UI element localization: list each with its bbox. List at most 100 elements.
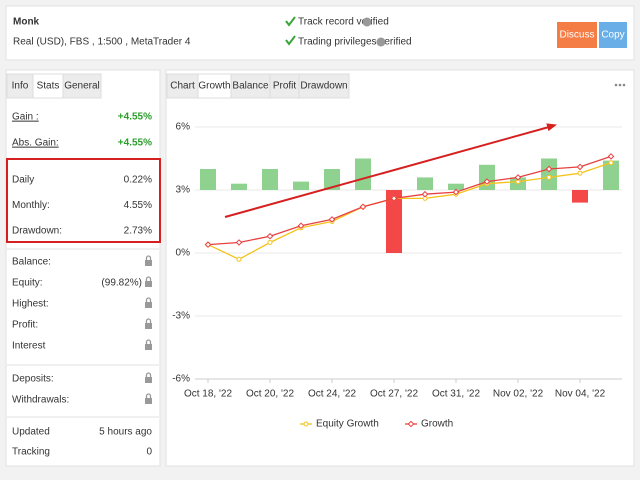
y-tick-label: -3%: [172, 311, 190, 322]
lock-icon: [145, 302, 152, 308]
lock-icon: [145, 377, 152, 383]
point: [483, 178, 491, 185]
point: [328, 216, 336, 223]
line: [207, 162, 612, 261]
chart: Info Stats General Chart Growth Balance Profit…: [6, 73, 622, 458]
tab-label[interactable]: Chart: [170, 81, 195, 92]
point: [608, 160, 614, 166]
stat-value: 4.55%: [124, 200, 152, 211]
tab[interactable]: [298, 73, 350, 99]
bar: [200, 169, 216, 190]
point: [577, 170, 583, 176]
stat-value: (99.82%): [101, 278, 142, 289]
stat-label: Withdrawals:: [12, 395, 69, 406]
stat-label: Drawdown:: [12, 226, 62, 237]
header-panel: [5, 5, 635, 61]
point: [545, 165, 553, 173]
stats-panel: [5, 69, 161, 467]
line: [207, 155, 612, 246]
bar: [417, 177, 433, 190]
lock-icon: [145, 398, 152, 404]
tab[interactable]: [32, 73, 64, 99]
bar: [572, 190, 588, 203]
point: [359, 203, 367, 211]
y-tick-label: -6%: [172, 374, 190, 385]
arrow-head: [546, 123, 557, 132]
bar: [324, 169, 340, 190]
bar: [293, 181, 309, 190]
point: [390, 195, 398, 202]
point: [546, 174, 552, 180]
legend-marker: [407, 420, 415, 428]
point: [235, 239, 243, 246]
stat-value: 5 hours ago: [99, 427, 152, 438]
legend-label: Growth: [421, 419, 453, 430]
tab-label[interactable]: Balance: [232, 81, 269, 92]
stat-label: Gain :: [12, 112, 39, 123]
point: [421, 190, 429, 198]
tab-label[interactable]: Profit: [273, 81, 297, 92]
account-info: Real (USD), FBS , 1:500 , MetaTrader 4: [13, 37, 191, 48]
lock-icon: [145, 372, 152, 377]
bar: [603, 160, 619, 190]
x-tick-label: Oct 24, '22: [308, 389, 356, 400]
point: [267, 240, 273, 245]
stat-label: Daily: [12, 175, 34, 186]
stat-value: 0: [146, 447, 152, 458]
trend-arrow: [224, 126, 550, 218]
point: [236, 256, 242, 262]
x-tick-label: Nov 02, '22: [493, 389, 544, 400]
tab[interactable]: [197, 73, 232, 99]
menu-dot[interactable]: [618, 83, 622, 87]
tab-label[interactable]: Info: [12, 81, 29, 92]
lock-icon: [145, 276, 152, 281]
point: [204, 241, 212, 248]
tab-label[interactable]: General: [64, 81, 100, 92]
info-icon[interactable]: [376, 37, 386, 47]
tab-label[interactable]: Growth: [198, 81, 230, 92]
discuss-button[interactable]: [557, 22, 597, 48]
check-icon: [285, 35, 296, 46]
point: [607, 153, 615, 160]
info-icon[interactable]: [362, 17, 372, 27]
x-tick-label: Oct 27, '22: [370, 389, 418, 400]
point: [514, 174, 522, 181]
tab[interactable]: [6, 73, 34, 99]
bar: [355, 158, 371, 190]
legend-label: Equity Growth: [316, 419, 379, 430]
stat-value: +4.55%: [118, 138, 152, 149]
lock-icon: [145, 344, 152, 350]
stat-value: 2.73%: [124, 226, 152, 237]
bar: [541, 158, 557, 190]
stat-value: 0.22%: [124, 175, 152, 186]
point: [297, 222, 305, 230]
stat-label: Monthly:: [12, 200, 50, 211]
highlight-box: [6, 158, 161, 243]
lock-icon: [145, 260, 152, 266]
stat-label: Profit:: [12, 320, 38, 331]
menu-dot[interactable]: [622, 83, 626, 87]
bar: [448, 183, 464, 190]
stat-label: Tracking: [12, 447, 50, 458]
copy-button[interactable]: [599, 22, 627, 48]
copy-button-label[interactable]: Copy: [601, 30, 624, 41]
tab-label[interactable]: Drawdown: [300, 81, 347, 92]
menu-dot[interactable]: [614, 83, 618, 87]
tab-label[interactable]: Stats: [37, 81, 60, 92]
tab[interactable]: [166, 73, 199, 99]
y-tick-label: 6%: [176, 122, 191, 133]
lock-icon: [145, 318, 152, 323]
tab[interactable]: [62, 73, 102, 99]
stat-label: Equity:: [12, 278, 43, 289]
lock-icon: [145, 393, 152, 398]
lock-icon: [145, 297, 152, 302]
discuss-button-label[interactable]: Discuss: [559, 30, 594, 41]
stat-label: Updated: [12, 427, 50, 438]
lock-icon: [145, 323, 152, 329]
stat-label: Deposits:: [12, 374, 54, 385]
stat-label: Balance:: [12, 257, 51, 268]
x-tick-label: Nov 04, '22: [555, 389, 606, 400]
lock-icon: [145, 339, 152, 344]
tab[interactable]: [269, 73, 300, 99]
lock-icon: [145, 281, 152, 287]
